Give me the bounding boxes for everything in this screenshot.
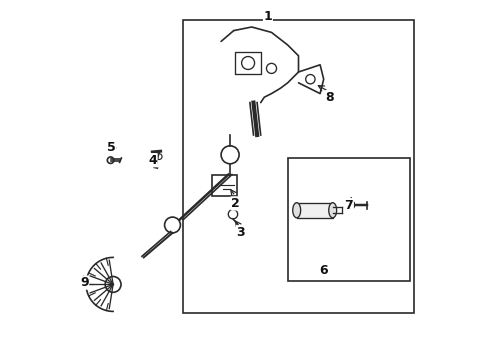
Bar — [287, 158, 409, 281]
Bar — [296, 203, 332, 218]
Text: 5: 5 — [107, 141, 116, 154]
Ellipse shape — [328, 203, 336, 218]
Ellipse shape — [292, 203, 300, 218]
Text: 8: 8 — [324, 91, 333, 104]
Bar — [212, 175, 237, 196]
Text: 3: 3 — [236, 226, 244, 239]
Bar — [183, 20, 413, 313]
Text: 6: 6 — [319, 264, 327, 276]
Text: 7: 7 — [344, 199, 352, 212]
Text: 1: 1 — [263, 10, 272, 23]
Text: 9: 9 — [80, 276, 88, 289]
Text: 4: 4 — [148, 154, 157, 167]
Text: 2: 2 — [231, 197, 240, 210]
